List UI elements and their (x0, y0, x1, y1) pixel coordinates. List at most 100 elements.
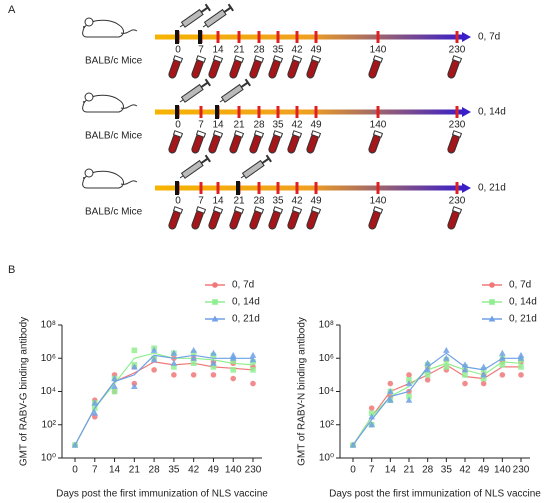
syringe-needle (202, 24, 207, 28)
day-label: 0 (175, 196, 181, 207)
panel-label: A (8, 4, 16, 16)
syringe-plunger (200, 157, 209, 164)
mice-label: BALB/c Mice (85, 56, 143, 67)
data-point (212, 299, 218, 305)
data-point (518, 364, 524, 370)
blood-tube (208, 55, 224, 79)
syringe-plunger (240, 81, 249, 88)
data-point (230, 375, 237, 382)
data-point (480, 363, 487, 370)
tube-cap (451, 55, 463, 63)
syringe (179, 78, 211, 103)
mouse-body (82, 170, 124, 189)
syringe-grip (204, 154, 211, 163)
day-label: 230 (449, 120, 466, 131)
day-tick (257, 182, 261, 194)
data-point (212, 282, 218, 288)
blood-tube (249, 206, 265, 230)
day-tick (216, 182, 220, 194)
data-point (480, 380, 487, 387)
day-tick (376, 182, 380, 194)
data-point (499, 362, 506, 368)
day-label: 35 (272, 45, 284, 56)
legend-label: 0, 7d (232, 280, 254, 291)
x-tick-label: 0 (350, 465, 356, 476)
data-point (170, 359, 178, 366)
blood-tube (229, 130, 245, 154)
syringe-barrel (220, 83, 244, 103)
syringe-barrel (180, 159, 204, 179)
syringe (179, 154, 211, 179)
day-tick (199, 182, 203, 194)
x-tick-label: 14 (109, 465, 121, 476)
x-axis-label: Days post the first immunization of NLS … (329, 489, 541, 500)
tube-cap (310, 206, 322, 214)
data-point (190, 354, 197, 361)
y-tick-label: 10⁴ (41, 386, 56, 397)
blood-tube (306, 130, 322, 154)
data-point (131, 382, 138, 389)
day-tick (257, 106, 261, 118)
mouse-tail (120, 29, 138, 34)
blood-tube (268, 130, 284, 154)
mouse-icon (82, 92, 138, 113)
syringe-needle (219, 99, 224, 103)
data-point (480, 375, 487, 382)
timeline-bar (155, 185, 462, 191)
tube-cap (291, 55, 303, 63)
tube-cap (172, 130, 184, 138)
x-tick-label: 42 (188, 465, 200, 476)
day-label: 28 (253, 120, 265, 131)
y-tick-label: 10⁰ (319, 453, 334, 464)
tube-cap (272, 130, 284, 138)
blood-tube (287, 130, 303, 154)
tube-cap (372, 55, 384, 63)
data-point (91, 399, 99, 406)
regimen-label: 0, 14d (478, 107, 506, 118)
dose-marker (175, 30, 179, 44)
data-point (229, 351, 237, 358)
syringe-needle (179, 24, 184, 28)
data-point (518, 372, 524, 378)
blood-tube (229, 206, 245, 230)
data-point (387, 380, 394, 387)
data-point (424, 377, 431, 383)
tube-cap (451, 206, 463, 214)
blood-tube (249, 55, 265, 79)
mouse-ear (84, 17, 94, 27)
day-label: 140 (370, 45, 387, 56)
blood-tube (208, 206, 224, 230)
day-label: 28 (253, 196, 265, 207)
day-label: 14 (212, 196, 224, 207)
data-point (249, 356, 257, 363)
panel-label: B (8, 264, 15, 276)
tube-cap (253, 206, 265, 214)
syringe (240, 154, 272, 179)
day-label: 21 (233, 196, 245, 207)
day-tick (376, 106, 380, 118)
data-point (171, 372, 177, 378)
syringe-needle (179, 99, 184, 103)
data-point (424, 359, 431, 366)
blood-tube (306, 55, 322, 79)
data-point (211, 315, 219, 322)
y-tick-label: 10⁶ (41, 353, 56, 364)
tube-cap (233, 55, 245, 63)
data-point (249, 351, 257, 358)
blood-tube (268, 206, 284, 230)
legend-label: 0, 14d (509, 297, 537, 308)
data-point (210, 359, 217, 366)
syringe-grip (204, 78, 211, 87)
y-tick-label: 10⁰ (41, 453, 56, 464)
day-tick (376, 31, 380, 43)
data-point (499, 349, 506, 356)
tube-cap (212, 55, 224, 63)
dose-marker (175, 181, 179, 195)
day-tick (237, 31, 241, 43)
day-label: 49 (310, 120, 322, 131)
syringe-needle (240, 175, 245, 179)
mouse-ear (84, 92, 94, 102)
data-point (368, 405, 375, 411)
syringe (219, 78, 251, 103)
day-label: 230 (449, 45, 466, 56)
